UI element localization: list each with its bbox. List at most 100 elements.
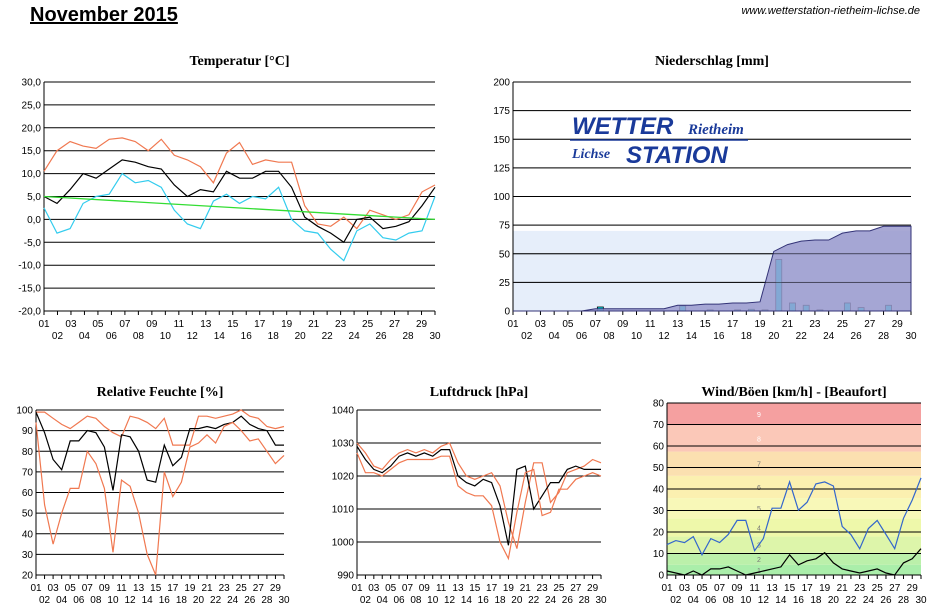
temperature-ytick: 25,0 [22,100,42,111]
humidity-series-mittel [35,411,284,491]
temperature-ytick: -10,0 [18,261,41,272]
wind-xtick: 15 [784,583,796,594]
humidity-xtick: 30 [278,595,290,606]
temperature-xtick: 18 [268,331,280,342]
pressure-xtick: 14 [461,595,473,606]
precipitation-xtick: 29 [892,319,904,330]
precipitation-xtick: 22 [796,331,808,342]
wind-xtick: 18 [810,595,822,606]
wind-xtick: 29 [907,583,919,594]
wind-xtick: 03 [679,583,691,594]
pressure-series-min [356,452,602,561]
humidity-series-max [36,409,285,446]
pressure-xtick: 11 [436,583,447,594]
precipitation-xtick: 11 [645,319,656,330]
temperature-xtick: 17 [254,319,266,330]
wind-xtick: 21 [837,583,849,594]
temperature-xtick: 25 [362,319,374,330]
precipitation-xtick: 26 [851,331,863,342]
pressure-xtick: 21 [520,583,532,594]
wind-ytick: 10 [653,549,665,560]
humidity-xtick: 25 [236,583,248,594]
temperature-xtick: 11 [174,319,185,330]
pressure-xtick: 26 [562,595,574,606]
humidity-xtick: 07 [82,583,94,594]
humidity-xtick: 24 [227,595,239,606]
temperature-xtick: 02 [52,331,64,342]
wind-xtick: 26 [880,595,892,606]
humidity-xtick: 29 [270,583,282,594]
wind-xtick: 20 [828,595,840,606]
pressure-xtick: 09 [419,583,431,594]
temperature-series-min [43,172,436,262]
temperature-xtick: 07 [119,319,131,330]
precipitation-xtick: 16 [713,331,725,342]
pressure-xtick: 03 [368,583,380,594]
humidity-series-min [35,421,285,576]
pressure-xtick: 13 [452,583,464,594]
temperature-xtick: 16 [241,331,253,342]
wind-xtick: 06 [705,595,717,606]
beaufort-band-1 [667,564,921,575]
wind-xtick: 04 [688,595,700,606]
precipitation-xtick: 01 [507,319,519,330]
wind-ytick: 70 [653,420,665,431]
temperature-xtick: 27 [389,319,401,330]
pressure-xtick: 25 [553,583,565,594]
precipitation-xtick: 15 [700,319,712,330]
humidity-xtick: 27 [253,583,265,594]
wind-title: Wind/Böen [km/h] - [Beaufort] [701,385,886,400]
temperature-xtick: 01 [38,319,50,330]
humidity-xtick: 23 [219,583,231,594]
temperature-xtick: 24 [349,331,361,342]
temperature-ytick: 0,0 [27,215,41,226]
pressure-xtick: 30 [595,595,607,606]
humidity-xtick: 19 [184,583,196,594]
humidity-ytick: 30 [22,550,34,561]
precipitation-xtick: 09 [617,319,629,330]
precipitation-xtick: 14 [686,331,698,342]
temperature-xtick: 09 [146,319,158,330]
humidity-xtick: 26 [244,595,256,606]
temperature-xtick: 04 [79,331,91,342]
pressure-series-mittel [356,445,601,546]
page-title: November 2015 [30,4,178,26]
wind-xtick: 23 [854,583,866,594]
precipitation-ytick: 100 [493,192,510,203]
pressure-title: Luftdruck [hPa] [430,385,528,400]
beaufort-band-5 [667,498,921,519]
precipitation-xtick: 23 [809,319,821,330]
wind-xtick: 11 [749,583,760,594]
beaufort-band-8 [667,425,921,452]
precipitation-xtick: 27 [864,319,876,330]
beaufort-label-4: 4 [757,525,761,532]
site-url[interactable]: www.wetterstation-rietheim-lichse.de [741,5,920,17]
temperature-xtick: 30 [429,331,441,342]
beaufort-band-2 [667,552,921,565]
temperature-ytick: -20,0 [18,307,41,318]
precipitation-xtick: 13 [672,319,684,330]
precipitation-xtick: 07 [590,319,602,330]
humidity-title: Relative Feuchte [%] [97,385,224,400]
temperature-series-mittel [43,159,436,244]
pressure-xtick: 12 [444,595,456,606]
pressure-xtick: 24 [545,595,557,606]
precipitation-xtick: 10 [631,331,643,342]
humidity-xtick: 11 [116,583,127,594]
beaufort-band-7 [667,451,921,476]
wind-xtick: 30 [915,595,927,606]
temperature-ytick: 15,0 [22,146,42,157]
precipitation-xtick: 24 [823,331,835,342]
humidity-chart: Relative Feuchte [%] 20 30 40 50 60 70 80 90 100 0… [16,385,290,606]
precipitation-xtick: 19 [754,319,766,330]
temperature-xtick: 26 [376,331,388,342]
temperature-xtick: 29 [416,319,428,330]
beaufort-band-9 [667,403,921,426]
precipitation-title: Niederschlag [mm] [655,54,769,69]
humidity-xtick: 01 [30,583,42,594]
precipitation-xtick: 06 [576,331,588,342]
humidity-xtick: 10 [107,595,119,606]
humidity-xtick: 14 [142,595,154,606]
humidity-ytick: 20 [22,571,34,582]
wind-xtick: 08 [723,595,735,606]
